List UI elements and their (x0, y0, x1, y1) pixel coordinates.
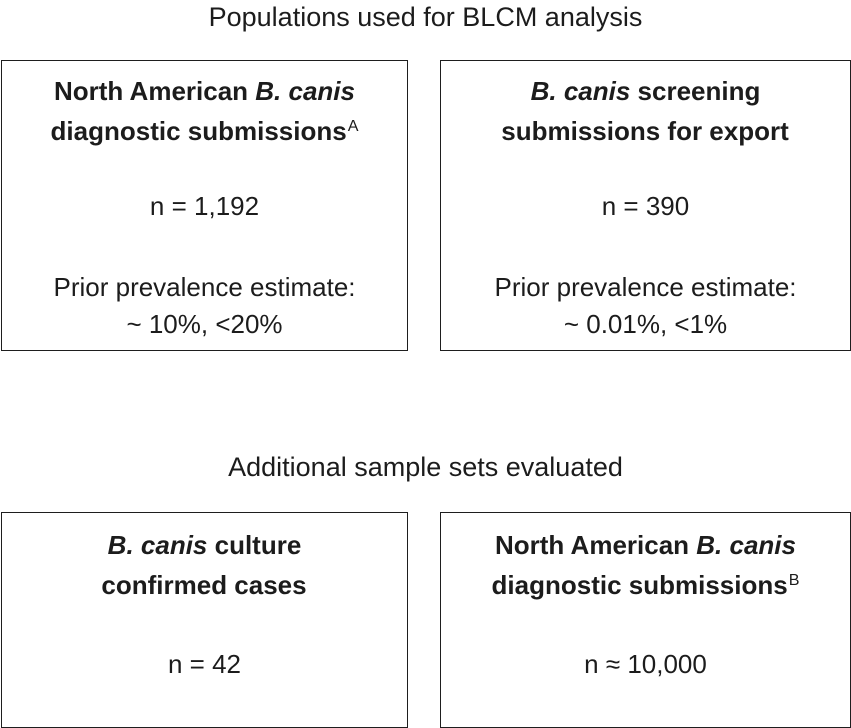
box-title-line2: diagnostic submissionsB (441, 565, 850, 609)
prior-prevalence-label: Prior prevalence estimate: (494, 272, 797, 302)
prior-prevalence-value: ~ 10%, <20% (126, 309, 283, 339)
species-name: B. canis (530, 76, 631, 106)
sample-size: n = 42 (167, 649, 241, 679)
box-title-text: submissions for export (501, 116, 789, 146)
footnote-superscript: A (347, 117, 359, 136)
box-title: B. canis culture confirmed cases (2, 513, 407, 609)
population-box-culture-confirmed: B. canis culture confirmed cases n = 42 (1, 512, 408, 728)
footnote-superscript: B (788, 571, 800, 590)
box-title-line1: B. canis screening (441, 71, 850, 111)
box-title-text: diagnostic submissions (50, 116, 347, 146)
box-title-text: diagnostic submissions (491, 570, 788, 600)
prior-prevalence-value: ~ 0.01%, <1% (563, 309, 728, 339)
species-name: B. canis (255, 76, 355, 106)
box-title-text: North American (494, 530, 697, 560)
sample-size: n = 390 (601, 191, 690, 221)
box-title: B. canis screening submissions for expor… (441, 61, 850, 155)
sample-size: n ≈ 10,000 (584, 649, 707, 679)
population-box-na-diagnostic-a: North American B. canis diagnostic submi… (1, 60, 408, 351)
box-title-line1: B. canis culture (2, 525, 407, 565)
box-title-line2: confirmed cases (2, 565, 407, 609)
box-title-line1: North American B. canis (2, 71, 407, 111)
box-title-text: culture (207, 530, 302, 560)
prior-prevalence-label: Prior prevalence estimate: (53, 272, 356, 302)
population-box-na-diagnostic-b: North American B. canis diagnostic submi… (440, 512, 851, 728)
box-title: North American B. canis diagnostic submi… (441, 513, 850, 609)
figure-title: Populations used for BLCM analysis (208, 2, 643, 32)
prior-prevalence: Prior prevalence estimate: ~ 0.01%, <1% (441, 269, 850, 343)
population-box-screening-export: B. canis screening submissions for expor… (440, 60, 851, 351)
box-title-text: North American (53, 76, 256, 106)
box-title: North American B. canis diagnostic submi… (2, 61, 407, 155)
prior-prevalence: Prior prevalence estimate: ~ 10%, <20% (2, 269, 407, 343)
species-name: B. canis (107, 530, 208, 560)
species-name: B. canis (696, 530, 796, 560)
box-title-text: screening (630, 76, 761, 106)
box-title-text: confirmed cases (101, 570, 307, 600)
box-title-line2: diagnostic submissionsA (2, 111, 407, 155)
box-title-line2: submissions for export (441, 111, 850, 155)
sample-size: n = 1,192 (149, 191, 260, 221)
box-title-line1: North American B. canis (441, 525, 850, 565)
secondary-heading: Additional sample sets evaluated (228, 452, 623, 482)
